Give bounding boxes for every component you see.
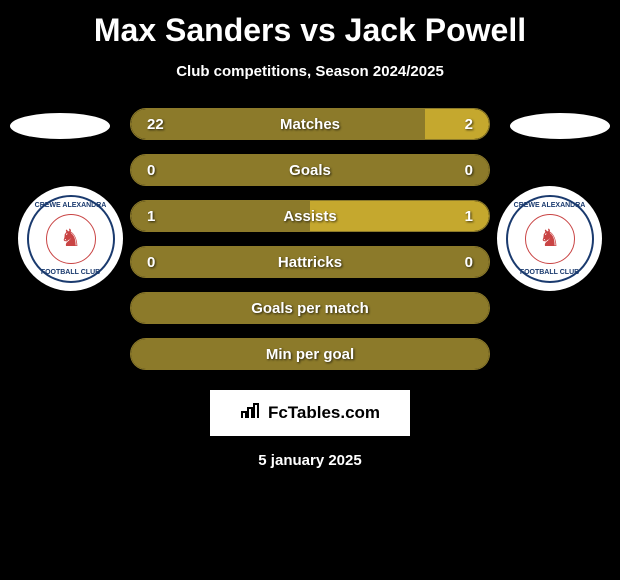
footer-date: 5 january 2025 (0, 452, 620, 469)
player-oval-left (10, 113, 110, 139)
badge-text-top-right: CREWE ALEXANDRA (514, 202, 586, 209)
badge-text-top-left: CREWE ALEXANDRA (35, 202, 107, 209)
stat-row: 222Matches (130, 108, 490, 140)
club-badge-left: CREWE ALEXANDRA ♞ FOOTBALL CLUB (18, 186, 123, 291)
stat-label: Assists (131, 208, 489, 225)
stat-row: 00Goals (130, 154, 490, 186)
lion-icon: ♞ (60, 224, 82, 253)
page-subtitle: Club competitions, Season 2024/2025 (0, 63, 620, 80)
stat-label: Matches (131, 116, 489, 133)
stat-row: 11Assists (130, 200, 490, 232)
page-title: Max Sanders vs Jack Powell (0, 0, 620, 49)
badge-text-bottom-left: FOOTBALL CLUB (41, 269, 100, 276)
lion-icon: ♞ (539, 224, 561, 253)
stat-row: Goals per match (130, 292, 490, 324)
stat-label: Goals per match (131, 300, 489, 317)
footer-logo: FcTables.com (210, 390, 410, 436)
stat-label: Min per goal (131, 346, 489, 363)
stat-rows-container: 222Matches 00Goals 11Assists 00Hattricks Goa… (130, 108, 490, 370)
stat-label: Hattricks (131, 254, 489, 271)
club-badge-right: CREWE ALEXANDRA ♞ FOOTBALL CLUB (497, 186, 602, 291)
chart-icon (240, 402, 262, 425)
stat-row: 00Hattricks (130, 246, 490, 278)
stat-label: Goals (131, 162, 489, 179)
stat-row: Min per goal (130, 338, 490, 370)
badge-text-bottom-right: FOOTBALL CLUB (520, 269, 579, 276)
comparison-container: CREWE ALEXANDRA ♞ FOOTBALL CLUB CREWE AL… (0, 108, 620, 370)
footer-logo-text: FcTables.com (268, 403, 380, 423)
player-oval-right (510, 113, 610, 139)
